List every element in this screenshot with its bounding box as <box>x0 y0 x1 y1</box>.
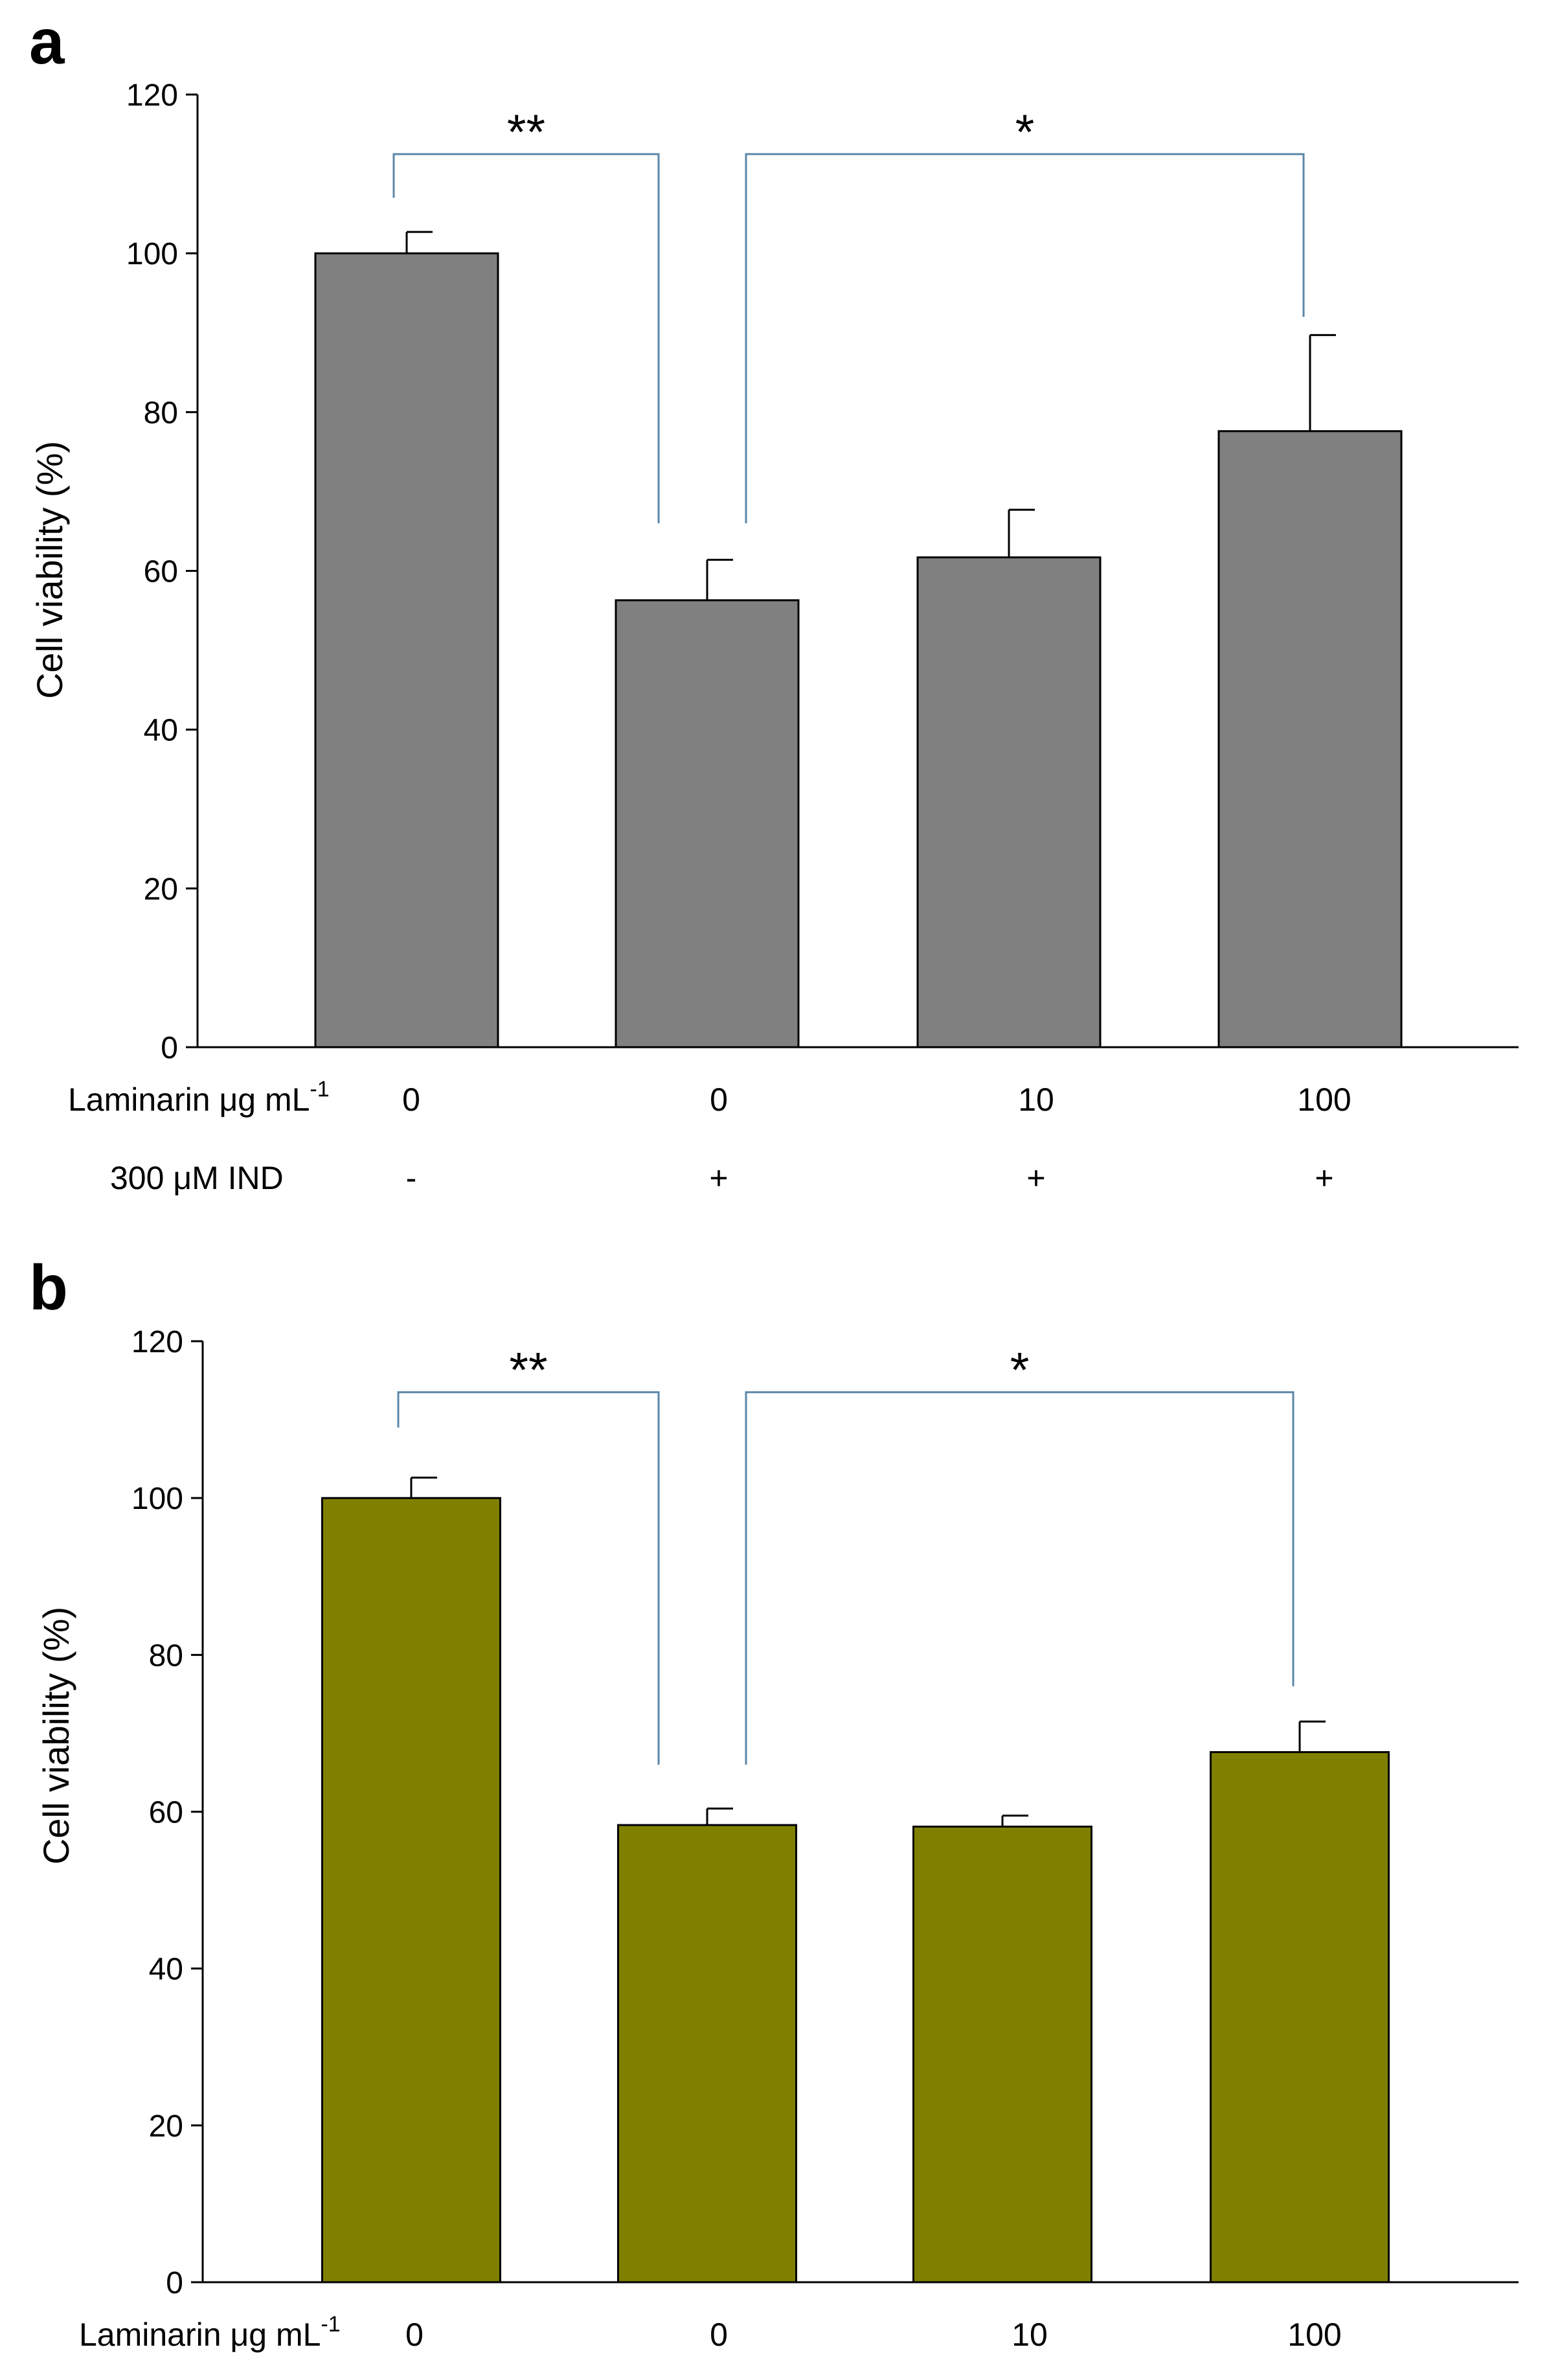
significance-label: * <box>1010 1343 1030 1398</box>
y-tick-label: 0 <box>166 2266 183 2300</box>
bar <box>1210 1751 1390 2284</box>
category-rows: Laminarin μg mL-1 0 0 10 100 <box>79 2312 1342 2353</box>
row-value: 10 <box>1012 2317 1048 2353</box>
panel-letter: a <box>29 6 65 77</box>
row-value: + <box>1026 1160 1045 1196</box>
y-tick-label: 60 <box>144 555 178 589</box>
y-tick-label: 40 <box>144 714 178 748</box>
y-ticks: 0 20 40 60 80 100 120 <box>131 1325 203 2300</box>
significance-bracket <box>745 153 1305 523</box>
row-label: Laminarin μg mL-1 <box>79 2312 341 2353</box>
significance-bracket <box>397 1391 660 1765</box>
y-tick-label: 100 <box>131 1482 183 1516</box>
panel-b: b 0 20 40 60 80 100 120 Cell viability (%) ** *… <box>0 1256 1549 2380</box>
y-tick-label: 20 <box>144 872 178 907</box>
row-value: + <box>1315 1160 1333 1196</box>
row-label: Laminarin μg mL-1 <box>68 1077 330 1118</box>
bar <box>321 1497 501 2284</box>
significance-label: ** <box>509 1343 547 1398</box>
significance-brackets: ** * <box>397 1343 1295 1765</box>
bar <box>314 252 499 1048</box>
y-tick-label: 0 <box>161 1031 178 1065</box>
significance-label: * <box>1015 105 1035 160</box>
row-value: + <box>709 1160 728 1196</box>
row-value: 0 <box>710 2317 728 2353</box>
y-tick-label: 80 <box>149 1638 183 1673</box>
y-tick-label: 120 <box>131 1325 183 1359</box>
y-tick-label: 20 <box>149 2109 183 2144</box>
plot-area <box>321 1477 1390 2284</box>
row-value: 100 <box>1297 1082 1351 1118</box>
bar <box>617 1824 797 2284</box>
y-axis-title: Cell viability (%) <box>29 441 70 699</box>
significance-bracket <box>392 153 660 523</box>
plot-area <box>314 231 1403 1048</box>
y-tick-label: 60 <box>149 1796 183 1830</box>
bar <box>1217 430 1403 1048</box>
y-ticks: 0 20 40 60 80 100 120 <box>126 78 198 1065</box>
y-tick-label: 120 <box>126 78 178 113</box>
significance-brackets: ** * <box>392 105 1305 523</box>
bar <box>916 556 1102 1048</box>
category-rows: Laminarin μg mL-1 0 0 10 100 300 μM IND - + + + <box>68 1077 1351 1196</box>
y-tick-label: 100 <box>126 237 178 271</box>
row-value: 100 <box>1287 2317 1341 2353</box>
row-value: 10 <box>1018 1082 1054 1118</box>
row-label: 300 μM IND <box>110 1160 284 1196</box>
y-tick-label: 40 <box>149 1953 183 1987</box>
significance-label: ** <box>507 105 545 160</box>
y-axis-title: Cell viability (%) <box>36 1607 76 1864</box>
significance-bracket <box>745 1391 1295 1765</box>
row-value: 0 <box>405 2317 424 2353</box>
panel-letter: b <box>29 1256 68 1323</box>
panel-a: a 0 20 40 60 80 100 120 Cell viability (%) ** *… <box>29 6 1519 1196</box>
bar <box>615 599 800 1048</box>
row-value: 0 <box>710 1082 728 1118</box>
row-value: 0 <box>402 1082 420 1118</box>
y-tick-label: 80 <box>144 396 178 430</box>
bar <box>912 1826 1092 2284</box>
row-value: - <box>406 1160 417 1196</box>
